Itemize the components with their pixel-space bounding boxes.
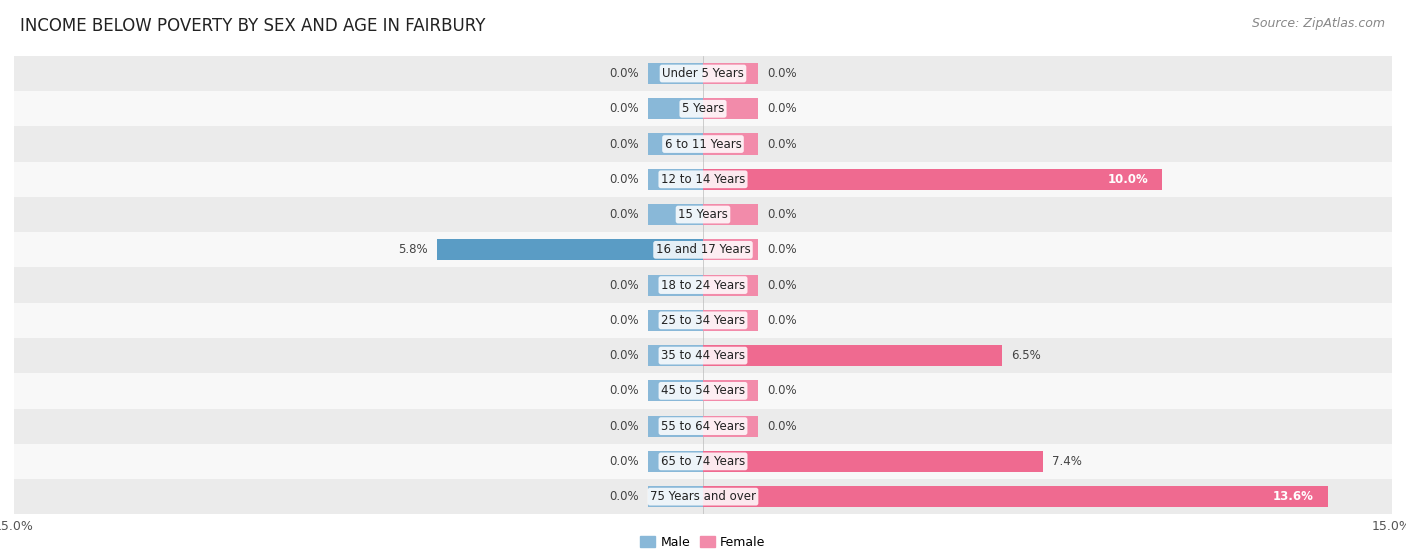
Text: 0.0%: 0.0% bbox=[768, 243, 797, 257]
Bar bbox=[703, 274, 758, 296]
Text: 5.8%: 5.8% bbox=[398, 243, 427, 257]
Text: 0.0%: 0.0% bbox=[609, 349, 638, 362]
Text: 12 to 14 Years: 12 to 14 Years bbox=[661, 173, 745, 186]
Text: 5 Years: 5 Years bbox=[682, 102, 724, 115]
Text: 0.0%: 0.0% bbox=[609, 385, 638, 397]
Text: 45 to 54 Years: 45 to 54 Years bbox=[661, 385, 745, 397]
Bar bbox=[14, 338, 1392, 373]
Text: 6 to 11 Years: 6 to 11 Years bbox=[665, 138, 741, 150]
Bar bbox=[648, 169, 703, 190]
Text: 0.0%: 0.0% bbox=[609, 278, 638, 292]
Text: 0.0%: 0.0% bbox=[768, 385, 797, 397]
Text: 35 to 44 Years: 35 to 44 Years bbox=[661, 349, 745, 362]
Text: 65 to 74 Years: 65 to 74 Years bbox=[661, 455, 745, 468]
Bar bbox=[648, 134, 703, 155]
Bar bbox=[14, 197, 1392, 232]
Text: 0.0%: 0.0% bbox=[768, 138, 797, 150]
Text: 25 to 34 Years: 25 to 34 Years bbox=[661, 314, 745, 327]
Bar bbox=[648, 274, 703, 296]
Bar bbox=[14, 162, 1392, 197]
Bar bbox=[14, 409, 1392, 444]
Text: 0.0%: 0.0% bbox=[609, 173, 638, 186]
Bar bbox=[14, 479, 1392, 514]
Text: 0.0%: 0.0% bbox=[768, 208, 797, 221]
Text: 10.0%: 10.0% bbox=[1108, 173, 1149, 186]
Text: 18 to 24 Years: 18 to 24 Years bbox=[661, 278, 745, 292]
Text: 0.0%: 0.0% bbox=[768, 278, 797, 292]
Text: 75 Years and over: 75 Years and over bbox=[650, 490, 756, 503]
Bar bbox=[703, 310, 758, 331]
Bar bbox=[648, 204, 703, 225]
Text: 16 and 17 Years: 16 and 17 Years bbox=[655, 243, 751, 257]
Text: 0.0%: 0.0% bbox=[609, 420, 638, 433]
Bar bbox=[703, 134, 758, 155]
Text: 0.0%: 0.0% bbox=[768, 420, 797, 433]
Text: 0.0%: 0.0% bbox=[609, 102, 638, 115]
Text: 0.0%: 0.0% bbox=[768, 314, 797, 327]
Bar bbox=[703, 169, 1163, 190]
Bar bbox=[703, 98, 758, 120]
Bar bbox=[14, 267, 1392, 303]
Bar bbox=[648, 310, 703, 331]
Text: 15 Years: 15 Years bbox=[678, 208, 728, 221]
Bar bbox=[648, 345, 703, 366]
Text: 0.0%: 0.0% bbox=[768, 102, 797, 115]
Text: 0.0%: 0.0% bbox=[609, 455, 638, 468]
Text: 0.0%: 0.0% bbox=[609, 314, 638, 327]
Text: Source: ZipAtlas.com: Source: ZipAtlas.com bbox=[1251, 17, 1385, 30]
Bar bbox=[648, 486, 703, 507]
Bar bbox=[703, 451, 1043, 472]
Bar bbox=[703, 204, 758, 225]
Bar bbox=[648, 63, 703, 84]
Bar bbox=[703, 63, 758, 84]
Bar bbox=[14, 373, 1392, 409]
Text: 13.6%: 13.6% bbox=[1272, 490, 1313, 503]
Bar bbox=[14, 56, 1392, 91]
Text: Under 5 Years: Under 5 Years bbox=[662, 67, 744, 80]
Bar bbox=[703, 239, 758, 260]
Bar bbox=[648, 415, 703, 437]
Bar bbox=[437, 239, 703, 260]
Text: 0.0%: 0.0% bbox=[609, 67, 638, 80]
Text: 55 to 64 Years: 55 to 64 Years bbox=[661, 420, 745, 433]
Text: 0.0%: 0.0% bbox=[609, 138, 638, 150]
Bar bbox=[14, 303, 1392, 338]
Text: 0.0%: 0.0% bbox=[609, 208, 638, 221]
Bar bbox=[703, 486, 1327, 507]
Text: 6.5%: 6.5% bbox=[1011, 349, 1040, 362]
Bar bbox=[648, 98, 703, 120]
Bar bbox=[703, 345, 1001, 366]
Bar bbox=[14, 444, 1392, 479]
Text: INCOME BELOW POVERTY BY SEX AND AGE IN FAIRBURY: INCOME BELOW POVERTY BY SEX AND AGE IN F… bbox=[20, 17, 485, 35]
Text: 7.4%: 7.4% bbox=[1052, 455, 1083, 468]
Bar bbox=[14, 232, 1392, 267]
Bar bbox=[703, 380, 758, 401]
Bar bbox=[648, 380, 703, 401]
Bar bbox=[14, 91, 1392, 126]
Text: 0.0%: 0.0% bbox=[609, 490, 638, 503]
Bar bbox=[648, 451, 703, 472]
Legend: Male, Female: Male, Female bbox=[636, 531, 770, 554]
Bar bbox=[703, 415, 758, 437]
Text: 0.0%: 0.0% bbox=[768, 67, 797, 80]
Bar bbox=[14, 126, 1392, 162]
